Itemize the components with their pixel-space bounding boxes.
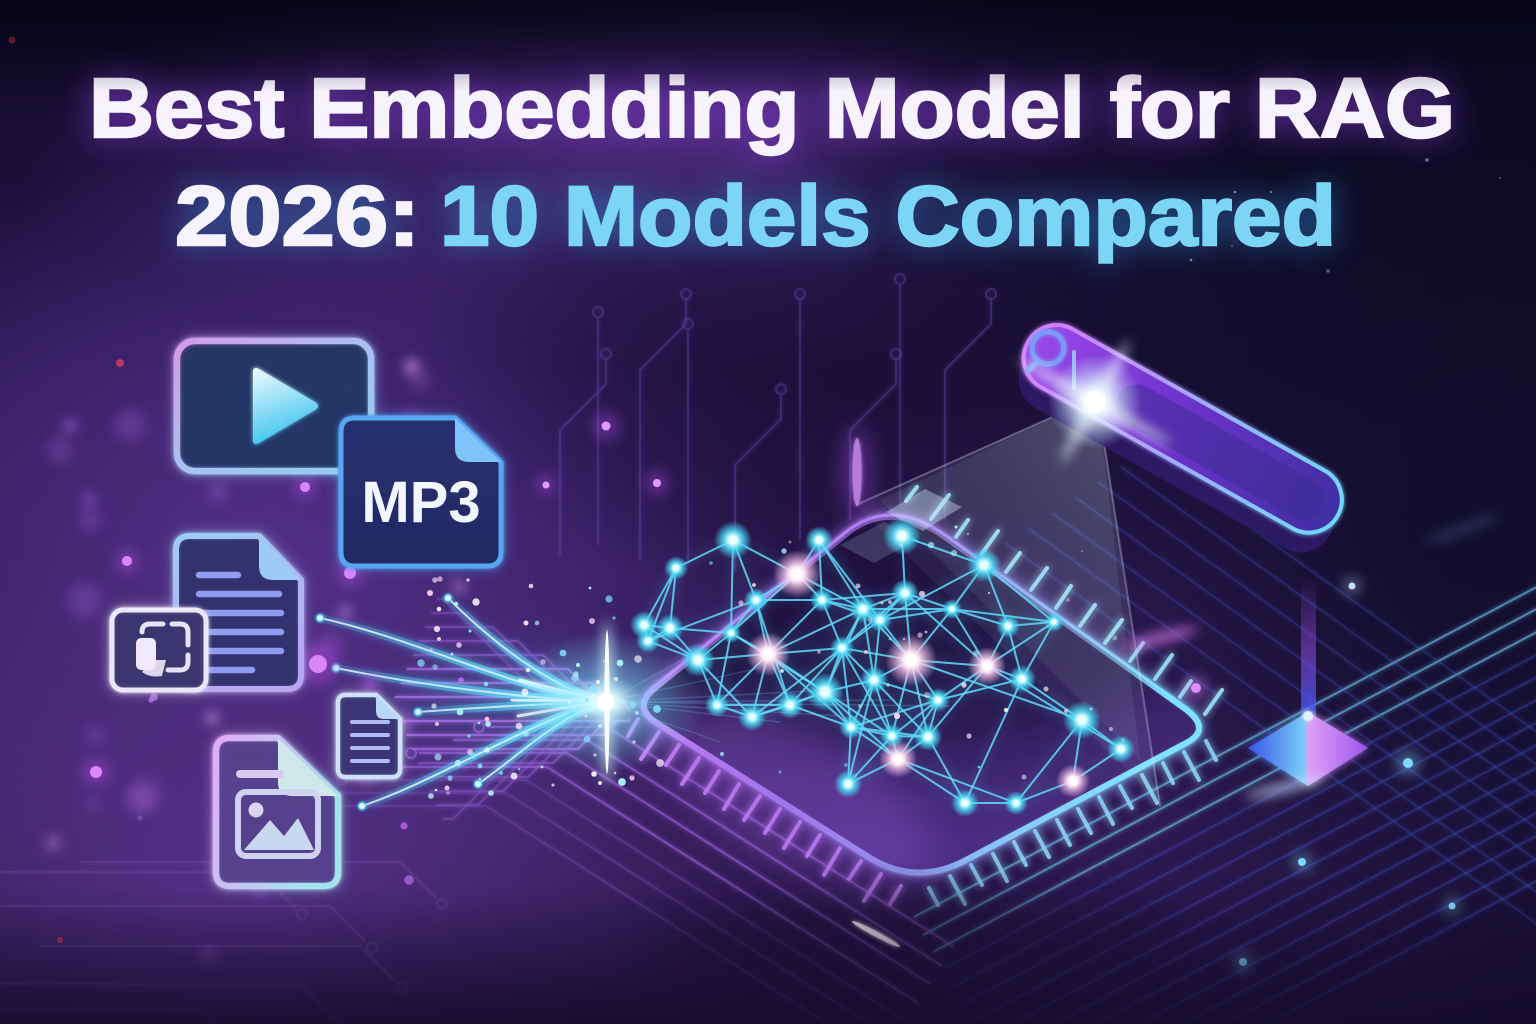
svg-text:2026:: 2026:: [175, 169, 420, 263]
svg-text:10 Models Compared: 10 Models Compared: [440, 169, 1336, 263]
svg-text:MP3: MP3: [361, 470, 480, 535]
svg-text:10 Models Compared: 10 Models Compared: [440, 169, 1336, 263]
svg-text:2026:: 2026:: [175, 169, 420, 263]
